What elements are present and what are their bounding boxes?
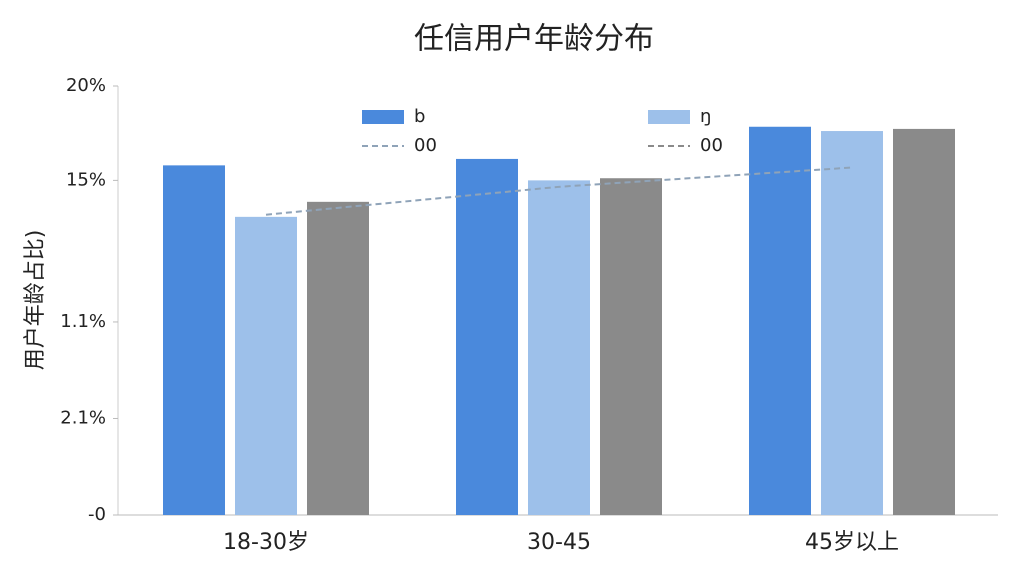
legend-swatch	[362, 110, 404, 124]
y-axis-label: 用户年龄占比)	[23, 230, 48, 371]
line-series	[265, 166, 853, 216]
x-tick-label: 30-45	[527, 530, 591, 555]
bar	[600, 178, 662, 516]
bar	[307, 201, 369, 515]
bar	[821, 131, 883, 516]
bar	[235, 216, 297, 515]
legend-label: 00	[700, 135, 723, 156]
bar	[163, 165, 225, 516]
y-tick-label: -0	[88, 504, 106, 525]
legend-label: b	[414, 106, 425, 127]
y-tick-label: 2.1%	[60, 407, 106, 428]
y-tick-label: 20%	[66, 75, 106, 96]
legend-label: ŋ	[700, 106, 711, 127]
bar	[893, 128, 955, 515]
legend-label: 00	[414, 135, 437, 156]
chart-title: 任信用户年龄分布	[414, 22, 654, 57]
y-tick-label: 1.1%	[60, 311, 106, 332]
bar	[749, 126, 811, 515]
bar	[528, 180, 590, 515]
legend-box	[358, 100, 448, 158]
legend-swatch	[648, 110, 690, 124]
x-tick-label: 45岁以上	[805, 530, 899, 555]
bar	[456, 158, 518, 515]
legend-box	[644, 100, 734, 158]
x-tick-label: 18-30岁	[223, 530, 309, 555]
y-tick-label: 15%	[66, 169, 106, 190]
